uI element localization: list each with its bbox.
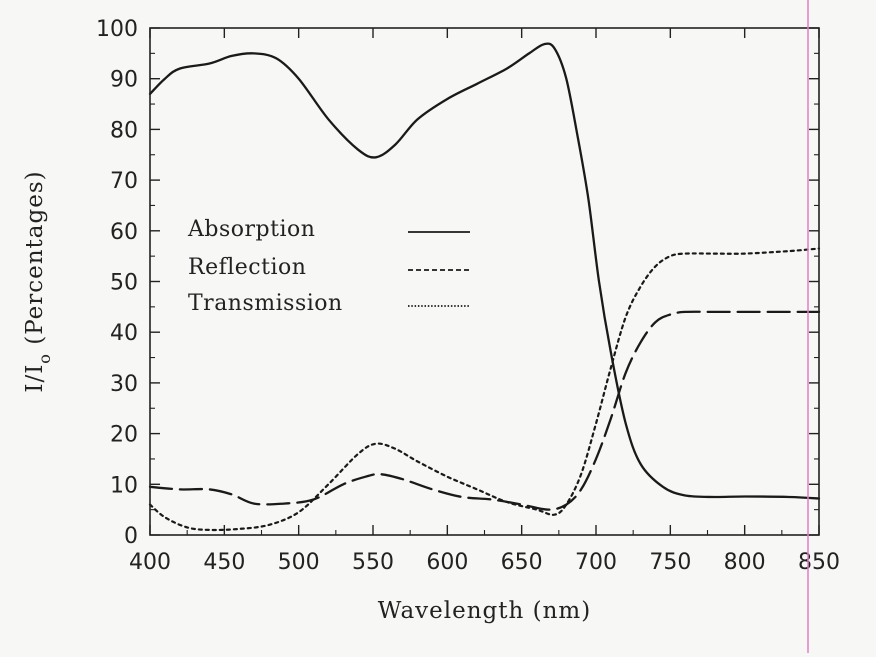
y-tick-label: 60 (110, 220, 138, 245)
legend-label-transmission: Transmission (188, 291, 343, 316)
y-tick-label: 90 (110, 68, 138, 93)
x-tick-label: 850 (798, 550, 840, 575)
x-tick-label: 450 (203, 550, 245, 575)
x-tick-label: 750 (649, 550, 691, 575)
y-axis-title-main: I/I (22, 364, 48, 393)
series-line-reflection (148, 310, 821, 511)
legend-label-reflection: Reflection (188, 255, 306, 280)
x-axis-title: Wavelength (nm) (378, 598, 591, 624)
y-axis-title: I/Io (Percentages) (22, 170, 54, 392)
x-tick-label: 400 (129, 550, 171, 575)
y-tick-label: 80 (110, 118, 138, 143)
y-axis-title-suffix: (Percentages) (22, 170, 48, 353)
x-tick-label: 650 (501, 550, 543, 575)
y-tick-label: 10 (110, 473, 138, 498)
x-tick-label: 550 (352, 550, 394, 575)
x-tick-label: 500 (278, 550, 320, 575)
y-tick-label: 50 (110, 271, 138, 296)
series-line-absorption (148, 42, 821, 500)
x-tick-label: 700 (575, 550, 617, 575)
series-line-transmission (148, 247, 821, 532)
y-tick-label: 30 (110, 372, 138, 397)
y-tick-label: 20 (110, 423, 138, 448)
y-axis-title-subscript: o (35, 353, 54, 364)
legend-label-absorption: Absorption (187, 217, 315, 242)
y-tick-label: 100 (96, 17, 138, 42)
y-tick-label: 40 (110, 321, 138, 346)
lines-layer (148, 42, 821, 532)
x-tick-label: 600 (426, 550, 468, 575)
y-tick-label: 70 (110, 169, 138, 194)
y-tick-label: 0 (124, 524, 138, 549)
x-tick-label: 800 (724, 550, 766, 575)
ticks-layer: 400 450 500 550 600 650 700 750 800 850 0 10 20 30 40 5… (96, 17, 840, 575)
plot-frame (149, 27, 820, 536)
legend: Absorption Reflection Transmission (187, 217, 470, 316)
